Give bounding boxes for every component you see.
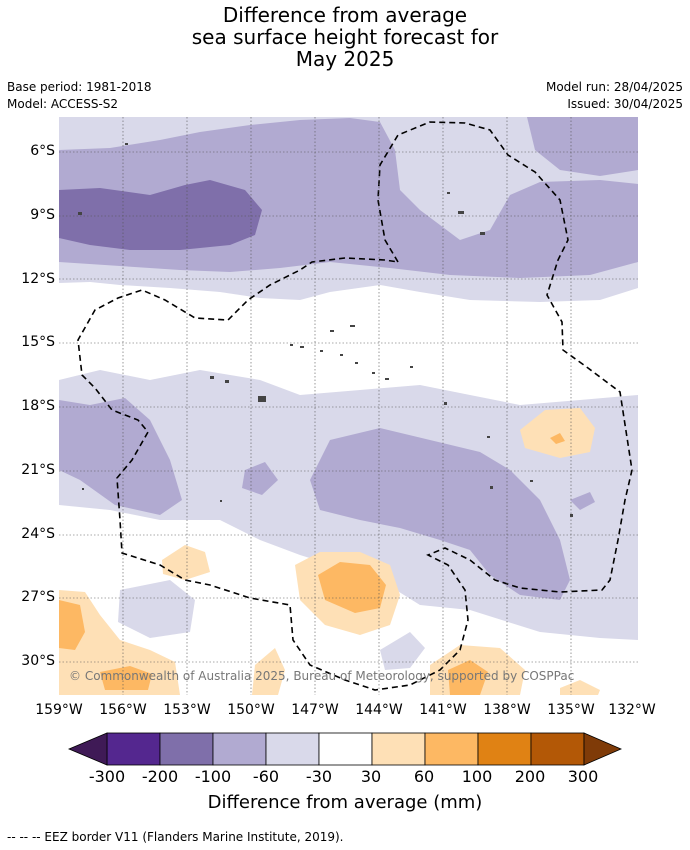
title-line-1: Difference from average — [222, 3, 468, 27]
eez-footnote: -- -- -- EEZ border V11 (Flanders Marine… — [7, 830, 344, 844]
colorbar-tick-label: 30 — [360, 767, 382, 786]
colorbar-tick-label: 100 — [461, 767, 493, 786]
colorbar-tick-label: -300 — [88, 767, 126, 786]
colorbar-tick-label: -200 — [141, 767, 179, 786]
chart-title: Difference from average sea surface heig… — [0, 4, 690, 70]
lat-label: 6°S — [30, 143, 55, 159]
lon-label: 132°W — [608, 702, 656, 718]
colorbar-segment — [159, 732, 214, 766]
lon-label: 144°W — [355, 702, 403, 718]
island-markers — [78, 143, 573, 517]
lon-label: 147°W — [291, 702, 339, 718]
title-line-3: May 2025 — [295, 47, 395, 71]
lon-label: 138°W — [483, 702, 531, 718]
lat-label: 18°S — [21, 398, 55, 414]
colorbar-segment — [212, 732, 267, 766]
lon-label: 159°W — [35, 702, 83, 718]
meta-left: Base period: 1981-2018 Model: ACCESS-S2 — [7, 79, 152, 113]
lon-label: 150°W — [227, 702, 275, 718]
colorbar-tick-label: -60 — [252, 767, 280, 786]
lat-label: 21°S — [21, 462, 55, 478]
colorbar-over-arrow — [583, 732, 623, 766]
lon-label: 156°W — [99, 702, 147, 718]
colorbar-segment — [530, 732, 585, 766]
colorbar-segment — [477, 732, 532, 766]
lat-label: 27°S — [21, 589, 55, 605]
colorbar-tick-label: 60 — [413, 767, 435, 786]
title-line-2: sea surface height forecast for — [191, 25, 499, 49]
colorbar-segment — [371, 732, 426, 766]
lat-label: 9°S — [30, 207, 55, 223]
colorbar-tick-label: 300 — [567, 767, 599, 786]
lon-label: 135°W — [547, 702, 595, 718]
meta-right: Model run: 28/04/2025 Issued: 30/04/2025 — [546, 79, 683, 113]
colorbar — [67, 732, 623, 766]
colorbar-segment — [265, 732, 320, 766]
lat-label: 15°S — [21, 334, 55, 350]
issued-date: Issued: 30/04/2025 — [567, 97, 683, 111]
colorbar-title: Difference from average (mm) — [207, 792, 483, 813]
model-name: Model: ACCESS-S2 — [7, 97, 119, 111]
lat-label: 24°S — [21, 526, 55, 542]
lat-label: 12°S — [21, 271, 55, 287]
colorbar-segment — [106, 732, 161, 766]
lon-label: 153°W — [163, 702, 211, 718]
lon-label: 141°W — [419, 702, 467, 718]
anomaly-field — [59, 117, 638, 695]
copyright-notice: © Commonwealth of Australia 2025, Bureau… — [69, 669, 575, 683]
lat-label: 30°S — [21, 653, 55, 669]
colorbar-tick-label: 200 — [514, 767, 546, 786]
base-period: Base period: 1981-2018 — [7, 80, 152, 94]
colorbar-segment — [318, 732, 373, 766]
colorbar-under-arrow — [67, 732, 108, 766]
colorbar-tick-label: -30 — [305, 767, 333, 786]
model-run: Model run: 28/04/2025 — [545, 80, 683, 94]
colorbar-segment — [424, 732, 479, 766]
eez-borders — [77, 121, 633, 691]
colorbar-tick-label: -100 — [194, 767, 232, 786]
